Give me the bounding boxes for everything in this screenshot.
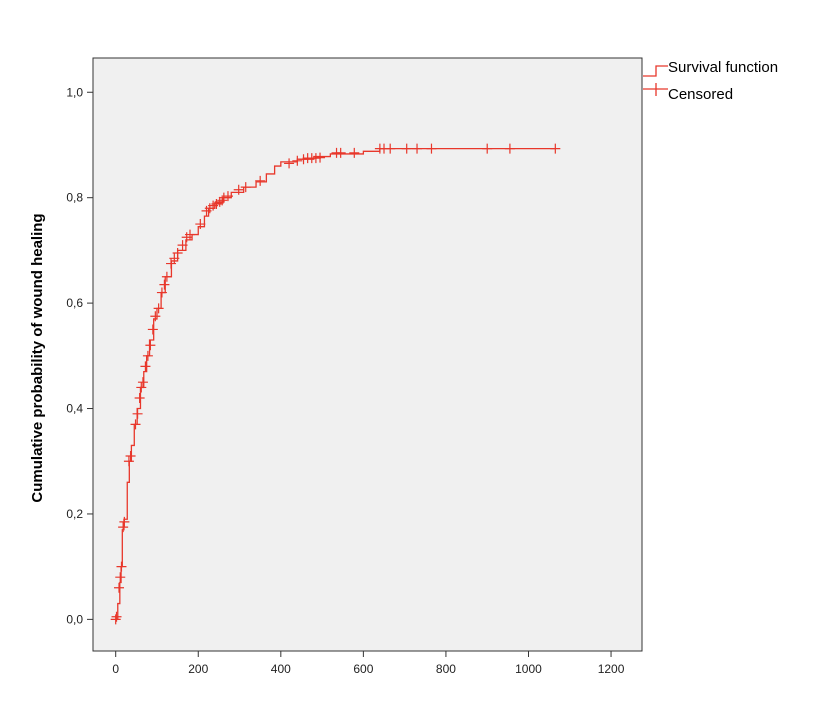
censored-marker [195, 219, 206, 230]
censored-marker [233, 184, 244, 195]
x-tick-label: 0 [112, 662, 119, 676]
censored-marker [255, 175, 266, 186]
censored-marker [119, 516, 130, 527]
censored-marker [315, 152, 326, 163]
censored-marker [218, 192, 229, 203]
censored-marker [550, 143, 561, 154]
censored-marker [116, 561, 127, 572]
x-tick-label: 200 [188, 662, 208, 676]
censored-marker [161, 271, 172, 282]
censored-marker [142, 350, 153, 361]
censored-marker [292, 155, 303, 166]
y-tick-label: 0,0 [66, 612, 83, 626]
censored-marker [335, 147, 346, 158]
censored-marker [156, 287, 167, 298]
censored-marker [177, 240, 188, 251]
censored-marker [349, 147, 360, 158]
y-tick-label: 0,4 [66, 402, 83, 416]
legend-censored-symbol [643, 83, 668, 96]
censored-marker [222, 191, 233, 202]
y-axis-label: Cumulative probability of wound healing [29, 213, 46, 502]
censored-marker [504, 143, 515, 154]
censored-marker [130, 419, 141, 430]
censored-marker [147, 324, 158, 335]
censored-marker [132, 408, 143, 419]
censored-marker [115, 572, 126, 583]
legend-step-symbol [643, 65, 668, 77]
censored-marker [137, 377, 148, 388]
censored-marker [482, 143, 493, 154]
censored-marker [284, 158, 295, 169]
censored-marker [123, 456, 134, 467]
censored-marker [145, 340, 156, 351]
censored-marker [172, 248, 183, 259]
y-tick-label: 0,6 [66, 296, 83, 310]
censored-marker [185, 229, 195, 240]
censored-marker [385, 143, 396, 154]
censored-marker [153, 303, 164, 314]
x-axis: 0 200 400 600 800 1000 1200 [112, 651, 625, 676]
censored-marker [169, 253, 180, 264]
x-tick-label: 400 [271, 662, 291, 676]
censored-marker [159, 279, 170, 290]
censored-marker [140, 361, 151, 372]
survival-series [110, 143, 561, 625]
y-axis: 0,0 0,2 0,4 0,6 0,8 1,0 [66, 85, 93, 626]
plot-background [92, 57, 643, 652]
censored-marker [426, 143, 437, 154]
y-tick-label: 1,0 [66, 85, 83, 99]
censored-marker [298, 154, 309, 165]
censored-marker [217, 195, 228, 206]
censored-marker [134, 392, 145, 403]
censored-marker [214, 196, 225, 207]
x-tick-label: 800 [436, 662, 456, 676]
x-tick-label: 1000 [515, 662, 542, 676]
x-tick-label: 1200 [598, 662, 625, 676]
censored-marker [110, 614, 121, 625]
y-tick-label: 0,8 [66, 191, 83, 205]
censored-marker [125, 450, 136, 461]
legend-label-survival: Survival function [668, 59, 778, 76]
legend: Survival function Censored [643, 59, 778, 103]
censored-marker [111, 611, 122, 622]
censored-marker [166, 258, 177, 269]
legend-label-censored: Censored [668, 86, 733, 103]
x-tick-label: 600 [353, 662, 373, 676]
censored-marker [118, 522, 129, 533]
censored-marker [136, 382, 147, 393]
censored-marker [150, 311, 161, 322]
censored-marker [412, 143, 423, 154]
censored-marker [114, 582, 125, 593]
censored-marker [401, 143, 412, 154]
censored-marker [240, 182, 251, 193]
y-tick-label: 0,2 [66, 507, 83, 521]
